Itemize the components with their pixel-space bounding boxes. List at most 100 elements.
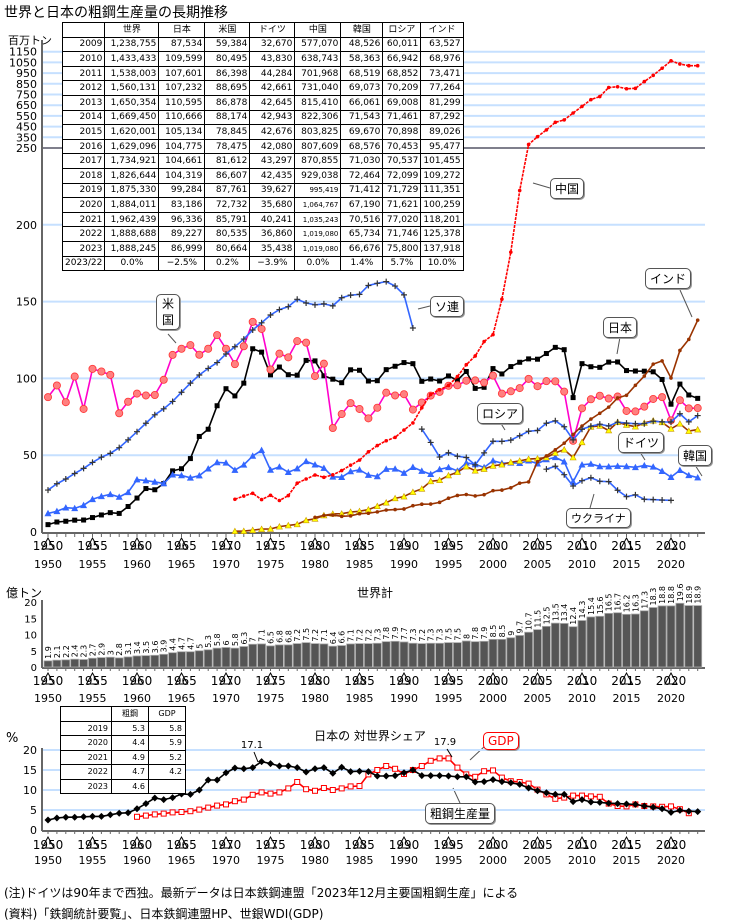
x-tick-label: 2020 xyxy=(656,838,687,852)
data-point xyxy=(641,496,648,503)
data-point xyxy=(569,798,577,806)
data-point xyxy=(642,79,647,84)
data-point xyxy=(462,773,470,781)
callout-ussr: ソ連 xyxy=(430,296,465,317)
triangle-tick-icon xyxy=(130,835,144,849)
triangle-tick-icon xyxy=(41,671,55,685)
data-point xyxy=(446,383,451,388)
data-point xyxy=(392,283,399,290)
data-point xyxy=(295,481,300,485)
data-point xyxy=(560,446,568,453)
data-point xyxy=(418,763,425,769)
data-point xyxy=(542,789,550,797)
y-axis-label: 億トン xyxy=(6,586,42,600)
data-point xyxy=(284,762,292,770)
triangle-tick-icon xyxy=(85,536,100,550)
table-cell: 39,627 xyxy=(249,182,296,199)
x-tick-label: 1955 xyxy=(79,854,107,867)
data-point xyxy=(418,772,426,780)
table-cell: 77,264 xyxy=(420,80,464,96)
data-point xyxy=(134,495,140,501)
data-point xyxy=(524,374,533,383)
triangle-tick-icon xyxy=(530,671,545,685)
data-point xyxy=(677,381,683,387)
bar xyxy=(177,651,186,668)
data-point xyxy=(605,423,612,430)
data-point xyxy=(391,391,400,400)
table-cell: 89,026 xyxy=(420,124,464,140)
bar xyxy=(292,643,302,668)
data-point xyxy=(134,428,140,435)
data-point xyxy=(258,446,266,454)
table-row: 2018 1,826,644 104,319 86,607 42,435 929,038 7… xyxy=(61,167,464,184)
data-point xyxy=(329,302,336,309)
x-tick-label: 1995 xyxy=(433,838,464,852)
data-point xyxy=(72,517,78,523)
data-point xyxy=(231,798,238,805)
x-tick-label: 1995 xyxy=(435,558,463,571)
data-point xyxy=(268,372,273,378)
share-table-header: 粗鋼 GDP xyxy=(60,706,186,722)
x-tick-label: 1965 xyxy=(168,854,196,867)
table-cell: 73,471 xyxy=(420,65,464,82)
data-point xyxy=(471,376,480,385)
bar-value-label: 13.4 xyxy=(560,604,569,622)
data-point xyxy=(276,364,282,370)
data-point xyxy=(658,467,666,474)
data-point xyxy=(303,786,310,793)
table-cell: 1,962,439 xyxy=(104,211,160,228)
data-point xyxy=(115,493,123,500)
data-point xyxy=(374,280,381,287)
bar xyxy=(684,605,694,668)
table-cell: 1,238,755 xyxy=(104,36,160,53)
y-tick-label: 15 xyxy=(23,764,37,777)
triangle-tick-icon xyxy=(130,536,144,550)
data-point xyxy=(409,325,416,332)
data-point xyxy=(205,365,212,372)
table-cell: 870,855 xyxy=(294,153,342,169)
main-series-china xyxy=(233,59,700,503)
x-tick-label: 1980 xyxy=(301,558,329,571)
table-cell: 2015 xyxy=(61,124,106,140)
data-point xyxy=(61,398,70,407)
data-point xyxy=(507,437,514,444)
data-point xyxy=(62,476,69,483)
bar-value-label: 7.9 xyxy=(391,627,400,640)
x-tick-label: 1990 xyxy=(389,674,420,688)
share-table-cell: 2021 xyxy=(60,749,112,765)
data-point xyxy=(428,392,433,397)
data-point xyxy=(124,809,132,817)
data-point xyxy=(392,363,398,369)
x-tick-label: 2010 xyxy=(568,558,596,571)
data-point xyxy=(551,790,559,798)
data-point xyxy=(685,471,693,479)
x-tick-label: 1990 xyxy=(390,692,418,705)
data-point xyxy=(402,507,406,511)
data-point xyxy=(89,459,96,466)
table-cell: −3.9% xyxy=(249,255,296,272)
table-cell: 81,612 xyxy=(204,153,251,169)
bar xyxy=(604,612,614,668)
x-tick-label: 1950 xyxy=(34,854,62,867)
data-point xyxy=(562,441,566,446)
data-point xyxy=(365,282,372,289)
data-point xyxy=(178,809,185,815)
data-point xyxy=(348,367,354,373)
x-tick-label: 2015 xyxy=(611,674,642,688)
bar-value-label: 16.7 xyxy=(614,593,623,611)
data-point xyxy=(651,362,655,366)
data-point xyxy=(53,507,61,515)
bar xyxy=(595,615,605,668)
data-point xyxy=(107,450,114,457)
data-point xyxy=(437,500,442,505)
data-point xyxy=(249,452,257,459)
peak-pointer xyxy=(253,751,259,763)
data-point xyxy=(507,458,515,466)
x-tick-label: 1975 xyxy=(257,854,285,867)
x-tick-label: 2000 xyxy=(479,854,507,867)
data-point xyxy=(515,384,524,393)
table-cell: 1,650,354 xyxy=(104,94,160,111)
data-point xyxy=(471,467,479,474)
y-tick-label: 5 xyxy=(31,647,37,658)
data-point xyxy=(490,767,496,774)
